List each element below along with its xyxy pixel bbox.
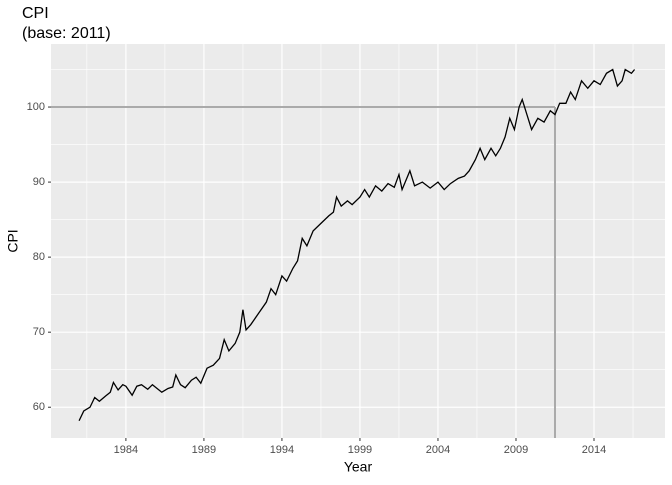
x-tick-label: 1999 xyxy=(348,444,372,456)
y-tick-label: 70 xyxy=(33,326,45,338)
y-tick-label: 90 xyxy=(33,176,45,188)
y-tick-label: 60 xyxy=(33,401,45,413)
x-tick-label: 2004 xyxy=(426,444,450,456)
x-tick-label: 1984 xyxy=(114,444,138,456)
plot-background xyxy=(51,44,665,438)
y-axis-label: CPI xyxy=(5,229,21,252)
chart-subtitle: (base: 2011) xyxy=(22,25,111,42)
x-tick-label: 2014 xyxy=(582,444,606,456)
x-tick-label: 1989 xyxy=(192,444,216,456)
y-tick-label: 100 xyxy=(27,101,45,113)
x-tick-label: 1994 xyxy=(270,444,294,456)
data-line xyxy=(78,68,636,422)
y-tick-label: 80 xyxy=(33,251,45,263)
x-axis-label: Year xyxy=(344,459,373,475)
chart-title: CPI xyxy=(22,5,49,22)
x-tick-label: 2009 xyxy=(504,444,528,456)
